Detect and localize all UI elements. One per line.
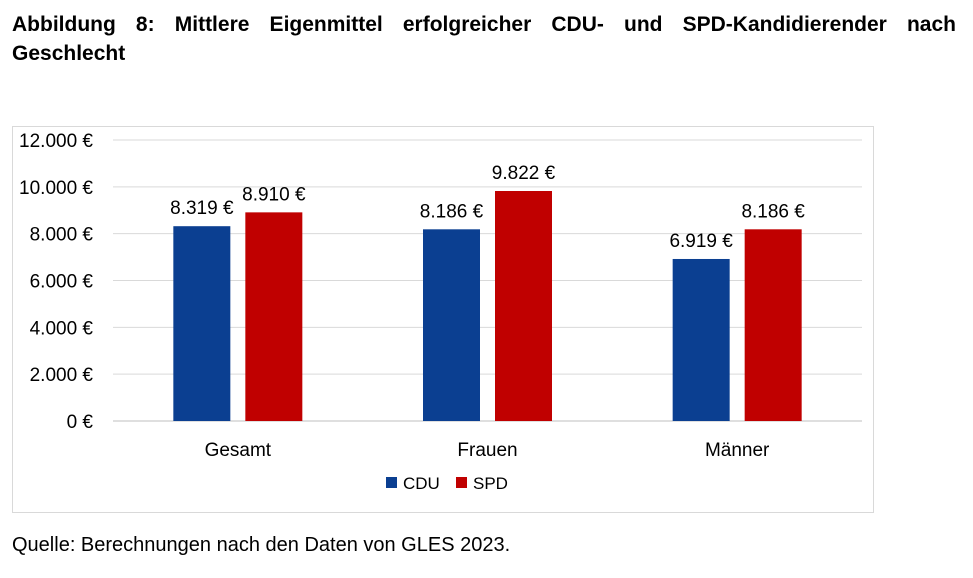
- y-tick-label: 0 €: [67, 412, 94, 433]
- y-tick-label: 10.000 €: [19, 178, 93, 199]
- data-label: 6.919 €: [669, 231, 733, 252]
- data-label: 9.822 €: [492, 163, 556, 184]
- y-tick-label: 4.000 €: [30, 318, 94, 339]
- bar-chart: 0 € 2.000 € 4.000 € 6.000 € 8.000 € 10.000 € 1…: [19, 131, 862, 493]
- bar-spd: [744, 229, 802, 421]
- legend-label-cdu: CDU: [403, 474, 440, 493]
- bar-cdu: [173, 226, 231, 421]
- x-tick-label: Gesamt: [205, 440, 272, 461]
- y-tick-label: 8.000 €: [30, 225, 94, 246]
- y-tick-label: 6.000 €: [30, 272, 94, 293]
- data-label: 8.910 €: [242, 184, 306, 205]
- bar-cdu: [423, 229, 480, 421]
- legend-swatch-spd: [456, 477, 467, 488]
- bar-spd: [245, 212, 303, 421]
- figure-title: Abbildung 8: Mittlere Eigenmittel erfolg…: [12, 13, 956, 65]
- legend-label-spd: SPD: [473, 474, 508, 493]
- y-tick-label: 12.000 €: [19, 131, 93, 152]
- legend-swatch-cdu: [386, 477, 397, 488]
- x-tick-label: Frauen: [457, 440, 517, 461]
- data-label: 8.186 €: [420, 201, 484, 222]
- y-tick-label: 2.000 €: [30, 365, 94, 386]
- data-label: 8.319 €: [170, 198, 234, 219]
- data-label: 8.186 €: [741, 201, 805, 222]
- x-tick-label: Männer: [705, 440, 770, 461]
- bar-cdu: [672, 258, 730, 421]
- bar-spd: [495, 191, 552, 421]
- source-note: Quelle: Berechnungen nach den Daten von …: [12, 534, 511, 556]
